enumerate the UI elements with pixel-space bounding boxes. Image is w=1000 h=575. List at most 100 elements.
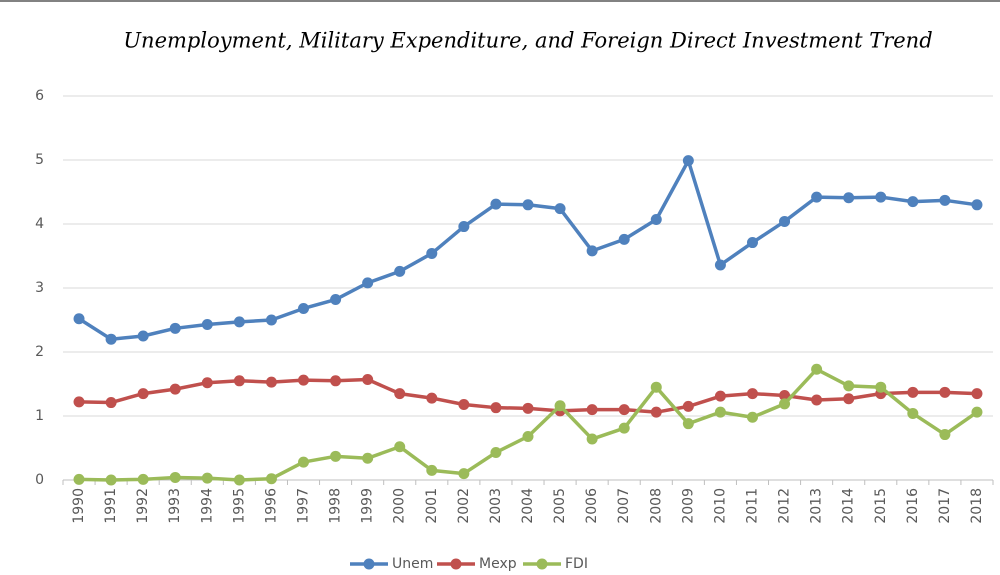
x-tick-label: 1993 — [167, 488, 183, 524]
x-tick-label: 2015 — [873, 488, 889, 524]
legend-marker — [536, 558, 548, 570]
x-tick-label: 2009 — [680, 488, 696, 524]
data-point — [682, 418, 694, 430]
data-point — [875, 191, 887, 203]
legend-label: FDI — [565, 556, 588, 572]
data-point — [650, 381, 662, 393]
data-point — [298, 302, 310, 314]
y-tick-label: 5 — [35, 152, 44, 168]
data-point — [458, 398, 470, 410]
data-point — [875, 381, 887, 393]
y-tick-label: 6 — [35, 88, 44, 104]
data-point — [554, 400, 566, 412]
data-point — [714, 390, 726, 402]
x-tick-label: 2008 — [648, 488, 664, 524]
data-point — [522, 402, 534, 414]
data-point — [618, 233, 630, 245]
data-point — [298, 456, 310, 468]
data-point — [490, 402, 502, 414]
data-point — [426, 392, 438, 404]
x-tick-label: 2006 — [584, 488, 600, 524]
data-point — [522, 430, 534, 442]
data-point — [233, 474, 245, 486]
x-tick-label: 1999 — [360, 488, 376, 524]
data-point — [73, 473, 85, 485]
data-point — [586, 433, 598, 445]
data-point — [522, 199, 534, 211]
data-point — [105, 333, 117, 345]
legend-marker — [363, 558, 375, 570]
data-point — [330, 450, 342, 462]
data-point — [298, 374, 310, 386]
series-line — [78, 158, 978, 341]
data-point — [265, 473, 277, 485]
data-point — [586, 404, 598, 416]
data-point — [105, 397, 117, 409]
x-tick-label: 1995 — [231, 488, 247, 524]
data-point — [201, 472, 213, 484]
data-point — [714, 406, 726, 418]
x-tick-label: 2018 — [969, 488, 985, 524]
data-point — [907, 196, 919, 208]
chart-title: Unemployment, Military Expenditure, and … — [123, 29, 932, 53]
data-point — [233, 316, 245, 328]
x-tick-label: 2013 — [809, 488, 825, 524]
data-point — [811, 363, 823, 375]
x-tick-label: 1991 — [103, 488, 119, 524]
x-tick-label: 2003 — [488, 488, 504, 524]
data-point — [201, 377, 213, 389]
data-point — [137, 473, 149, 485]
data-point — [971, 388, 983, 400]
data-point — [201, 318, 213, 330]
data-point — [811, 191, 823, 203]
data-point — [458, 221, 470, 233]
data-point — [490, 446, 502, 458]
data-point — [843, 380, 855, 392]
data-point — [843, 192, 855, 204]
x-tick-label: 2004 — [520, 488, 536, 524]
data-point — [650, 214, 662, 226]
x-tick-label: 1990 — [71, 488, 87, 524]
data-point — [939, 194, 951, 206]
y-tick-label: 4 — [35, 216, 44, 232]
data-point — [265, 314, 277, 326]
data-point — [73, 396, 85, 408]
data-point — [843, 393, 855, 405]
data-point — [362, 277, 374, 289]
data-point — [779, 398, 791, 410]
data-point — [779, 215, 791, 227]
data-point — [811, 394, 823, 406]
x-tick-label: 1992 — [135, 488, 151, 524]
data-point — [714, 259, 726, 271]
data-point — [394, 265, 406, 277]
data-point — [490, 198, 502, 210]
data-point — [426, 464, 438, 476]
x-tick-label: 2001 — [424, 488, 440, 524]
x-tick-label: 2002 — [456, 488, 472, 524]
data-point — [265, 376, 277, 388]
legend-label: Mexp — [479, 556, 517, 572]
y-tick-label: 3 — [35, 280, 44, 296]
x-tick-label: 1998 — [328, 488, 344, 524]
data-point — [362, 452, 374, 464]
data-point — [618, 422, 630, 434]
data-point — [394, 441, 406, 453]
x-tick-label: 2016 — [905, 488, 921, 524]
data-point — [682, 155, 694, 167]
data-point — [971, 199, 983, 211]
x-tick-label: 1994 — [199, 488, 215, 524]
data-point — [907, 407, 919, 419]
x-tick-label: 2005 — [552, 488, 568, 524]
x-tick-label: 1997 — [296, 488, 312, 524]
data-point — [137, 388, 149, 400]
data-point — [682, 400, 694, 412]
y-tick-label: 0 — [35, 472, 44, 488]
data-point — [586, 245, 598, 257]
data-point — [169, 383, 181, 395]
data-point — [233, 375, 245, 387]
data-point — [426, 247, 438, 259]
series-line — [78, 367, 978, 482]
data-point — [746, 388, 758, 400]
data-point — [971, 406, 983, 418]
